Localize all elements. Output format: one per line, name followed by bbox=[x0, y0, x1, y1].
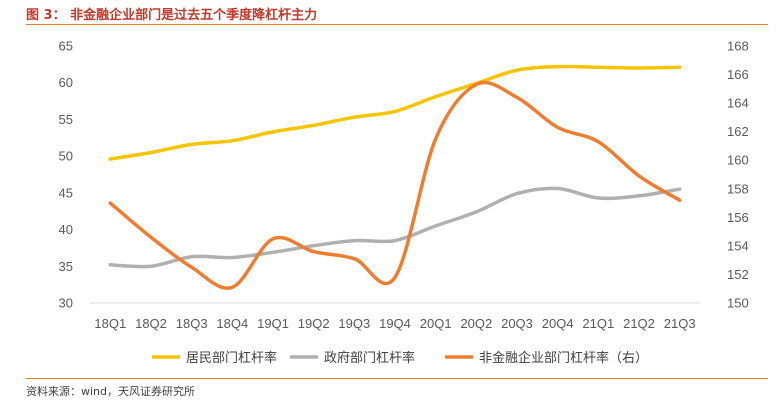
right-tick-label: 158 bbox=[727, 181, 749, 196]
left-tick-label: 65 bbox=[59, 39, 73, 54]
corporate-leverage-line bbox=[108, 80, 682, 290]
legend-label: 居民部门杠杆率 bbox=[186, 350, 277, 366]
right-tick-label: 154 bbox=[727, 238, 749, 253]
x-tick-label: 18Q3 bbox=[176, 316, 208, 331]
x-tick-label: 21Q2 bbox=[623, 316, 655, 331]
right-tick-label: 150 bbox=[727, 296, 749, 311]
household-leverage-line bbox=[108, 64, 682, 161]
x-tick-label: 20Q4 bbox=[542, 316, 574, 331]
x-tick-label: 20Q3 bbox=[501, 316, 533, 331]
right-tick-label: 168 bbox=[727, 39, 749, 54]
line-chart: 30 35 40 45 50 55 60 65 150 152 154 156 158 160 162 16… bbox=[59, 39, 749, 367]
title-divider bbox=[26, 24, 768, 25]
left-tick-label: 45 bbox=[59, 185, 73, 200]
right-tick-label: 162 bbox=[727, 124, 749, 139]
x-tick-label: 20Q2 bbox=[460, 316, 492, 331]
x-axis: 18Q1 18Q2 18Q3 18Q4 19Q1 19Q2 19Q3 19Q4 20Q1 20Q2… bbox=[94, 316, 695, 331]
left-tick-label: 30 bbox=[59, 296, 73, 311]
footer-divider bbox=[26, 378, 768, 379]
x-tick-label: 21Q3 bbox=[664, 316, 696, 331]
right-tick-label: 160 bbox=[727, 153, 749, 168]
right-y-axis: 150 152 154 156 158 160 162 164 166 168 bbox=[727, 39, 749, 311]
x-tick-label: 19Q3 bbox=[338, 316, 370, 331]
right-tick-label: 152 bbox=[727, 267, 749, 282]
legend-label: 政府部门杠杆率 bbox=[324, 350, 415, 366]
left-tick-label: 60 bbox=[59, 75, 73, 90]
source-note: 资料来源：wind，天风证券研究所 bbox=[26, 385, 196, 398]
left-tick-label: 55 bbox=[59, 112, 73, 127]
legend: 居民部门杠杆率 政府部门杠杆率 非金融企业部门杠杆率（右） bbox=[152, 350, 648, 366]
x-tick-label: 19Q2 bbox=[298, 316, 330, 331]
right-tick-label: 166 bbox=[727, 67, 749, 82]
left-tick-label: 50 bbox=[59, 149, 73, 164]
x-tick-label: 20Q1 bbox=[420, 316, 452, 331]
right-tick-label: 156 bbox=[727, 210, 749, 225]
x-tick-label: 18Q4 bbox=[216, 316, 248, 331]
x-tick-label: 18Q2 bbox=[135, 316, 167, 331]
left-tick-label: 40 bbox=[59, 222, 73, 237]
x-tick-label: 19Q1 bbox=[257, 316, 289, 331]
left-y-axis: 30 35 40 45 50 55 60 65 bbox=[59, 39, 73, 311]
left-tick-label: 35 bbox=[59, 259, 73, 274]
legend-label: 非金融企业部门杠杆率（右） bbox=[479, 350, 648, 366]
right-tick-label: 164 bbox=[727, 96, 749, 111]
x-tick-label: 19Q4 bbox=[379, 316, 411, 331]
x-tick-label: 18Q1 bbox=[94, 316, 126, 331]
figure-title: 图 3： 非金融企业部门是过去五个季度降杠杆主力 bbox=[26, 8, 318, 23]
series-lines bbox=[108, 64, 682, 290]
government-leverage-line bbox=[108, 186, 682, 269]
x-tick-label: 21Q1 bbox=[582, 316, 614, 331]
